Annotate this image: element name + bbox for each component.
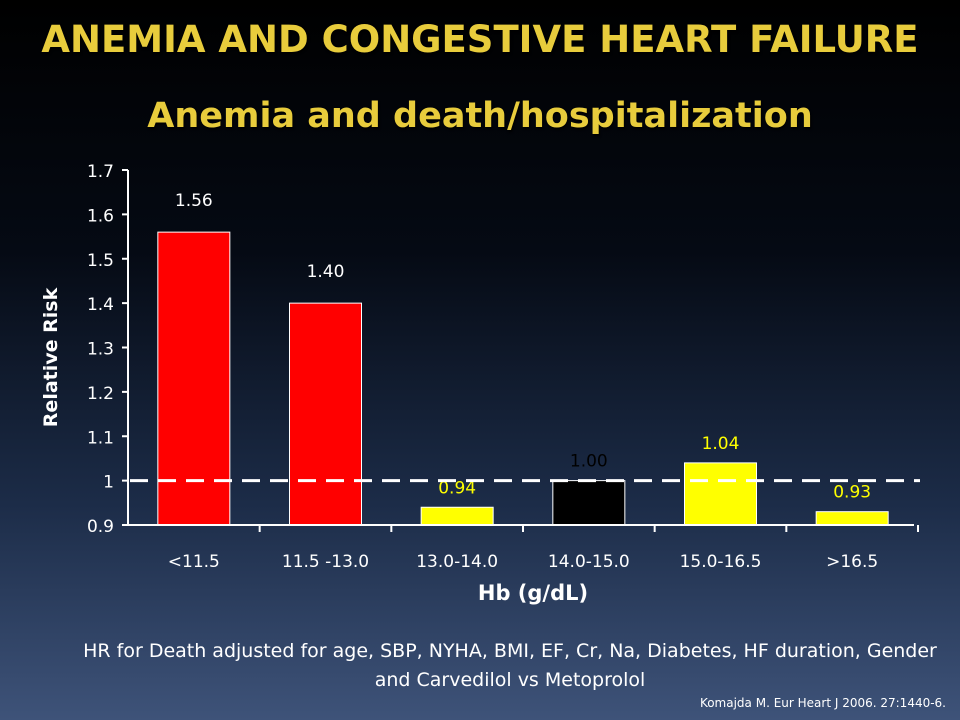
x-tick-label: 11.5 -13.0 [282,552,369,572]
x-axis-label: Hb (g/dL) [478,581,588,605]
slide-title: ANEMIA AND CONGESTIVE HEART FAILURE [41,18,919,61]
chart-subtitle: Anemia and death/hospitalization [147,96,813,136]
x-tick-label: <11.5 [168,552,220,572]
bar-value-label: 0.94 [438,478,476,498]
x-tick-label: 13.0-14.0 [416,552,498,572]
y-tick-label: 1.4 [87,295,114,315]
y-tick-label: 1.6 [87,206,114,226]
footnote-text: HR for Death adjusted for age, SBP, NYHA… [83,640,937,691]
y-tick-label: 1.3 [87,340,114,360]
x-tick-label: 14.0-15.0 [548,552,630,572]
bar-value-label: 1.56 [175,191,213,211]
bar [552,480,626,526]
x-tick-label: >16.5 [826,552,878,572]
bar-value-label: 1.40 [307,262,345,282]
y-axis-label: Relative Risk [40,287,62,427]
bar [289,302,362,526]
bar-value-label: 1.00 [570,452,608,472]
bar-value-label: 1.04 [702,434,740,454]
y-tick-label: 1.1 [87,428,114,448]
y-tick-label: 1.5 [87,251,114,271]
y-tick-label: 0.9 [87,517,114,537]
bar [157,231,231,526]
x-tick-label: 15.0-16.5 [680,552,762,572]
citation: Komajda M. Eur Heart J 2006. 27:1440-6. [699,696,946,710]
bar [815,511,889,526]
y-tick-label: 1 [103,473,114,493]
y-tick-label: 1.7 [87,162,114,182]
bar-value-label: 0.93 [833,483,871,503]
bar [684,462,757,526]
y-tick-label: 1.2 [87,384,114,404]
bar-chart: 0.9 1 1.1 1.2 1.3 1.4 1.5 1.6 1.7 1.56 1.40 0.94 1.… [40,162,889,605]
bar [420,506,494,526]
